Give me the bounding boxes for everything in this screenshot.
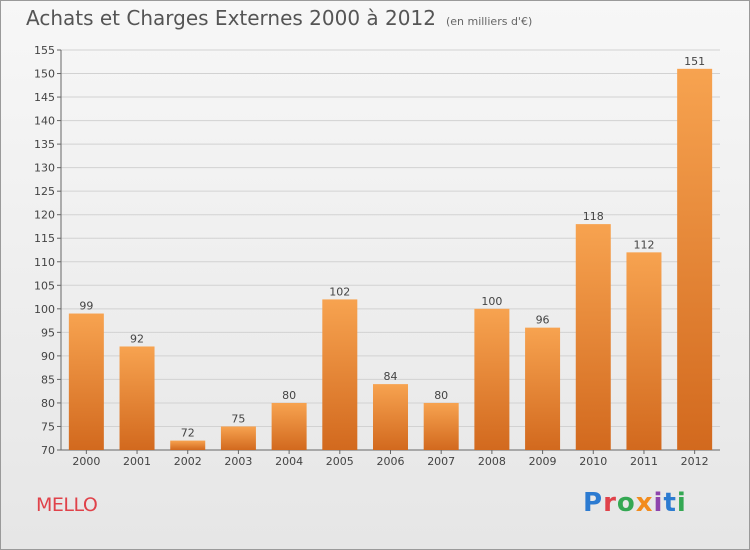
y-tick-label: 145 — [34, 91, 55, 104]
bar-2005 — [322, 299, 358, 450]
x-tick-label: 2007 — [427, 455, 455, 468]
x-tick-label: 2009 — [529, 455, 557, 468]
value-label: 84 — [384, 370, 398, 383]
bar-2009 — [525, 327, 561, 450]
x-tick-label: 2000 — [72, 455, 100, 468]
value-label: 118 — [583, 210, 604, 223]
y-tick-label: 95 — [41, 326, 55, 339]
y-tick-label: 90 — [41, 350, 55, 363]
y-tick-label: 150 — [34, 68, 55, 81]
x-tick-label: 2005 — [326, 455, 354, 468]
value-label: 72 — [181, 427, 195, 440]
x-tick-label: 2002 — [174, 455, 202, 468]
value-label: 80 — [282, 389, 296, 402]
bar-2000 — [68, 313, 104, 450]
x-tick-label: 2008 — [478, 455, 506, 468]
bar-2012 — [677, 68, 713, 450]
value-label: 151 — [684, 55, 705, 68]
value-label: 75 — [231, 412, 245, 425]
y-tick-label: 135 — [34, 138, 55, 151]
value-label: 112 — [633, 238, 654, 251]
x-tick-label: 2011 — [630, 455, 658, 468]
bar-2001 — [119, 346, 155, 450]
logo-letter: P — [583, 488, 604, 518]
logo-letter: i — [676, 488, 687, 518]
bar-2002 — [170, 440, 206, 450]
bar-2008 — [474, 308, 510, 450]
y-tick-label: 105 — [34, 279, 55, 292]
value-label: 100 — [481, 295, 502, 308]
x-tick-label: 2010 — [579, 455, 607, 468]
logo-letter: t — [663, 488, 677, 518]
y-tick-label: 75 — [41, 420, 55, 433]
bar-2007 — [423, 402, 459, 450]
y-tick-label: 85 — [41, 373, 55, 386]
y-tick-label: 100 — [34, 303, 55, 316]
bar-2010 — [575, 224, 611, 450]
logo-letter: o — [616, 488, 636, 518]
logo-letter: i — [653, 488, 664, 518]
y-tick-label: 70 — [41, 444, 55, 457]
labels: 99 2000 92 2001 72 2002 75 2003 80 2004 102 2005 84 2… — [72, 55, 708, 468]
commune-name: MELLO — [36, 494, 98, 516]
value-label: 80 — [434, 389, 448, 402]
x-tick-label: 2003 — [224, 455, 252, 468]
chart-title-text: Achats et Charges Externes 2000 à 2012 — [26, 6, 436, 30]
proxiti-logo: Proxiti — [583, 488, 687, 518]
y-tick-label: 80 — [41, 397, 55, 410]
x-tick-label: 2001 — [123, 455, 151, 468]
y-tick-label: 130 — [34, 162, 55, 175]
value-label: 96 — [536, 314, 550, 327]
x-tick-label: 2012 — [681, 455, 709, 468]
bars — [68, 68, 713, 450]
value-label: 99 — [79, 300, 93, 313]
x-tick-label: 2006 — [377, 455, 405, 468]
bar-2003 — [220, 426, 256, 450]
bar-2006 — [373, 384, 408, 450]
bar-2011 — [626, 252, 662, 450]
y-tick-label: 110 — [34, 256, 55, 269]
x-tick-label: 2004 — [275, 455, 303, 468]
value-label: 102 — [329, 285, 350, 298]
y-tick-label: 155 — [34, 44, 55, 57]
logo-letter: r — [603, 488, 617, 518]
chart-title: Achats et Charges Externes 2000 à 2012 (e… — [26, 6, 532, 30]
logo-letter: x — [635, 488, 654, 518]
y-tick-label: 140 — [34, 115, 55, 128]
y-tick-label: 125 — [34, 185, 55, 198]
chart-unit: (en milliers d'€) — [445, 15, 533, 28]
value-label: 92 — [130, 332, 144, 345]
bar-2004 — [271, 402, 307, 450]
y-tick-label: 115 — [34, 232, 55, 245]
y-tick-label: 120 — [34, 209, 55, 222]
